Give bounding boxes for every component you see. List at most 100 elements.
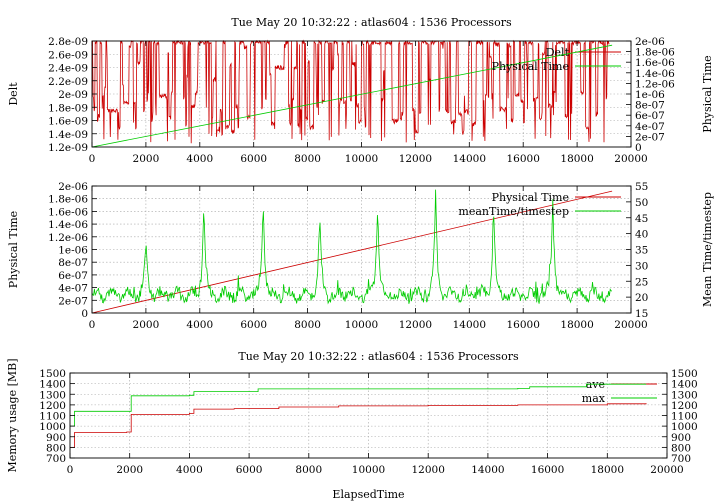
y2-tick-label: 1500	[671, 368, 698, 380]
x-tick-label: 8000	[295, 464, 322, 476]
legend-label: Delt	[546, 46, 570, 59]
y2-tick-label: 30	[635, 260, 648, 272]
y2-tick-label: 2e-07	[635, 131, 665, 143]
x-tick-label: 0	[89, 319, 96, 331]
y2-axis-label: Mean Time/timestep	[701, 192, 714, 307]
y2-tick-label: 1e-06	[635, 89, 665, 101]
y2-tick-label: 900	[671, 432, 691, 444]
y-tick-label: 1000	[39, 421, 66, 433]
legend-label: Physical Time	[492, 60, 569, 73]
series-line-physical-time	[91, 44, 613, 148]
x-tick-label: 4000	[186, 319, 213, 331]
y-tick-label: 1400	[39, 379, 66, 391]
x-tick-label: 20000	[650, 464, 683, 476]
y-tick-label: 1.6e-06	[48, 206, 88, 218]
legend-label: max	[582, 392, 606, 405]
legend-label: meanTime/timestep	[458, 205, 569, 218]
y-tick-label: 1.8e-09	[48, 102, 88, 114]
y2-tick-label: 6e-07	[635, 110, 665, 122]
y2-tick-label: 20	[635, 292, 648, 304]
y2-tick-label: 800	[671, 442, 691, 454]
x-tick-label: 4000	[186, 153, 213, 165]
y-tick-label: 8e-07	[58, 257, 88, 269]
y2-tick-label: 15	[635, 308, 648, 320]
y2-tick-label: 0	[635, 142, 642, 154]
x-tick-label: 10000	[345, 319, 378, 331]
y-tick-label: 4e-07	[58, 283, 88, 295]
y2-tick-label: 4e-07	[635, 121, 665, 133]
y2-tick-label: 2e-06	[635, 36, 665, 48]
legend-label: Physical Time	[492, 191, 569, 204]
y2-tick-label: 1.8e-06	[635, 47, 675, 59]
y-tick-label: 2.2e-09	[48, 76, 88, 88]
y-tick-label: 6e-07	[58, 270, 88, 282]
y-tick-label: 700	[46, 453, 66, 465]
y2-tick-label: 1.6e-06	[635, 57, 675, 69]
y2-tick-label: 1200	[671, 400, 698, 412]
y2-tick-label: 1100	[671, 411, 698, 423]
x-tick-label: 4000	[176, 464, 203, 476]
y2-tick-label: 1000	[671, 421, 698, 433]
y2-tick-label: 8e-07	[635, 100, 665, 112]
x-tick-label: 6000	[240, 319, 267, 331]
x-tick-label: 14000	[471, 464, 504, 476]
y-tick-label: 1300	[39, 389, 66, 401]
series-line-max	[70, 383, 647, 427]
y-tick-label: 2e-09	[58, 89, 88, 101]
chart-title: Tue May 20 10:32:22 : atlas604 : 1536 Pr…	[238, 350, 519, 363]
y-tick-label: 1.2e-06	[48, 232, 88, 244]
y2-tick-label: 700	[671, 453, 691, 465]
x-tick-label: 0	[89, 153, 96, 165]
x-tick-label: 2000	[116, 464, 143, 476]
y-tick-label: 0	[81, 308, 88, 320]
x-tick-label: 16000	[506, 153, 539, 165]
y-tick-label: 2e-06	[58, 181, 88, 193]
x-tick-label: 6000	[236, 464, 263, 476]
x-tick-label: 6000	[240, 153, 267, 165]
y2-tick-label: 50	[635, 197, 648, 209]
y-tick-label: 1.4e-09	[48, 129, 88, 141]
y-tick-label: 900	[46, 432, 66, 444]
chart-title: Tue May 20 10:32:22 : atlas604 : 1536 Pr…	[231, 16, 512, 29]
y-tick-label: 1500	[39, 368, 66, 380]
y-tick-label: 2.6e-09	[48, 49, 88, 61]
y-tick-label: 2e-07	[58, 295, 88, 307]
x-axis-label: ElapsedTime	[332, 488, 404, 501]
x-tick-label: 2000	[133, 319, 160, 331]
y-tick-label: 1.6e-09	[48, 116, 88, 128]
y2-tick-label: 35	[635, 245, 648, 257]
x-tick-label: 12000	[411, 464, 444, 476]
y2-tick-label: 55	[635, 181, 648, 193]
x-tick-label: 0	[67, 464, 74, 476]
x-tick-label: 16000	[531, 464, 564, 476]
y-axis-label: Physical Time	[7, 211, 20, 288]
y2-tick-label: 45	[635, 213, 648, 225]
x-tick-label: 14000	[453, 153, 486, 165]
series-line-delt	[91, 39, 610, 144]
y2-tick-label: 1.4e-06	[635, 68, 675, 80]
y-tick-label: 1.2e-09	[48, 142, 88, 154]
y-axis-label: Delt	[7, 82, 20, 106]
y-tick-label: 1.4e-06	[48, 219, 88, 231]
series-line-meantime-timestep	[91, 189, 613, 305]
y2-tick-label: 1.2e-06	[635, 78, 675, 90]
y-tick-label: 1.8e-06	[48, 194, 88, 206]
x-tick-label: 18000	[560, 319, 593, 331]
x-tick-label: 10000	[352, 464, 385, 476]
x-tick-label: 8000	[294, 153, 321, 165]
y2-tick-label: 25	[635, 276, 648, 288]
x-tick-label: 20000	[614, 319, 647, 331]
x-tick-label: 18000	[560, 153, 593, 165]
x-tick-label: 16000	[506, 319, 539, 331]
y2-tick-label: 1300	[671, 389, 698, 401]
x-tick-label: 12000	[399, 319, 432, 331]
x-tick-label: 2000	[133, 153, 160, 165]
y-tick-label: 1100	[39, 411, 66, 423]
y-axis-label: Memory usage [MB]	[6, 358, 19, 472]
x-tick-label: 8000	[294, 319, 321, 331]
x-tick-label: 10000	[345, 153, 378, 165]
